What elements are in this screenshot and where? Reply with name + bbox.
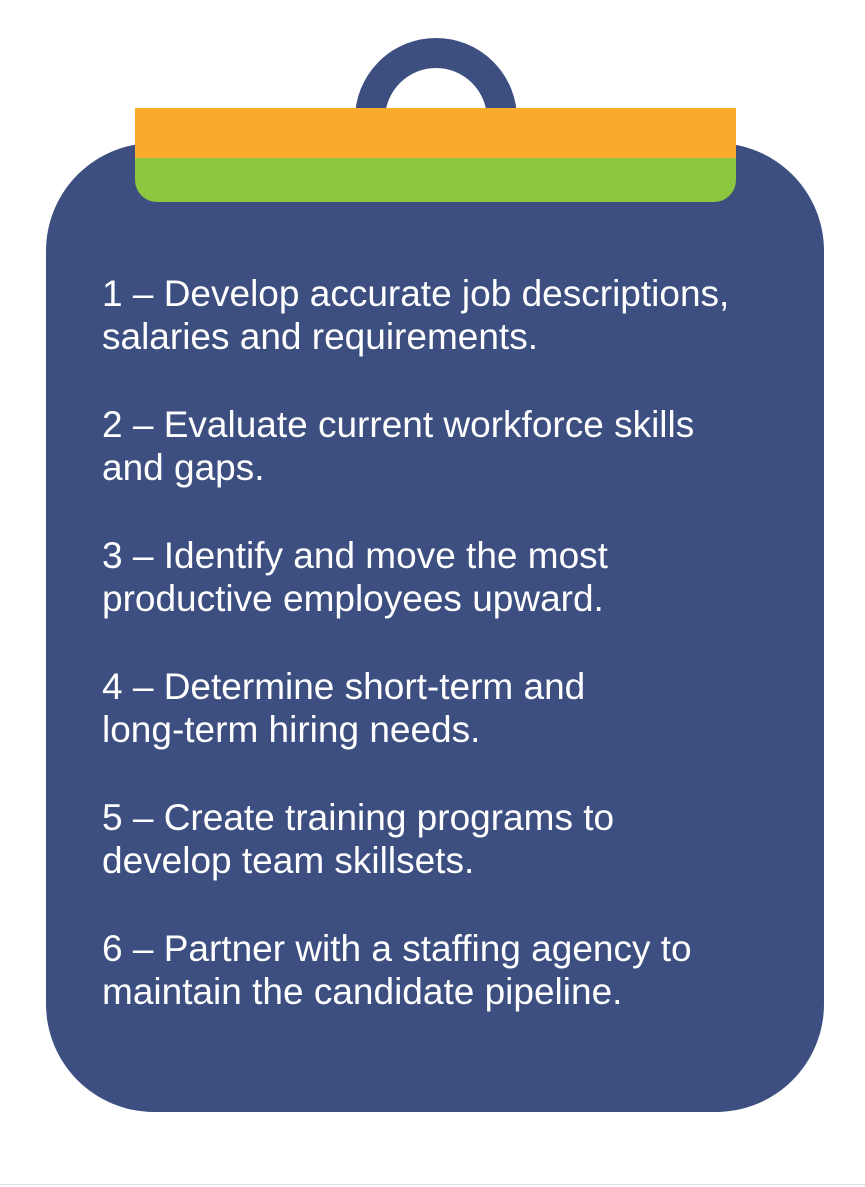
clipboard-clip-top-band bbox=[135, 108, 736, 158]
clipboard-clip bbox=[135, 108, 736, 202]
list-item: 2 – Evaluate current workforce skills an… bbox=[102, 403, 802, 489]
steps-list: 1 – Develop accurate job descriptions, s… bbox=[102, 272, 802, 1058]
step-text-line: develop team skillsets. bbox=[102, 840, 475, 881]
step-text-line: 5 – Create training programs to bbox=[102, 797, 615, 838]
step-text-line: 6 – Partner with a staffing agency to bbox=[102, 928, 692, 969]
step-text-line: salaries and requirements. bbox=[102, 316, 538, 357]
step-text-line: 3 – Identify and move the most bbox=[102, 535, 608, 576]
step-text-line: productive employees upward. bbox=[102, 578, 604, 619]
step-text-line: long-term hiring needs. bbox=[102, 709, 481, 750]
list-item: 6 – Partner with a staffing agency to ma… bbox=[102, 927, 802, 1013]
step-text-line: 4 – Determine short-term and bbox=[102, 666, 586, 707]
list-item: 4 – Determine short-term and long-term h… bbox=[102, 665, 802, 751]
step-text-line: and gaps. bbox=[102, 447, 265, 488]
step-text-line: maintain the candidate pipeline. bbox=[102, 971, 623, 1012]
clipboard-board bbox=[46, 143, 824, 1112]
list-item: 5 – Create training programs to develop … bbox=[102, 796, 802, 882]
list-item: 3 – Identify and move the most productiv… bbox=[102, 534, 802, 620]
step-text-line: 1 – Develop accurate job descriptions, bbox=[102, 273, 730, 314]
list-item: 1 – Develop accurate job descriptions, s… bbox=[102, 272, 802, 358]
bottom-divider bbox=[0, 1184, 865, 1185]
step-text-line: 2 – Evaluate current workforce skills bbox=[102, 404, 695, 445]
